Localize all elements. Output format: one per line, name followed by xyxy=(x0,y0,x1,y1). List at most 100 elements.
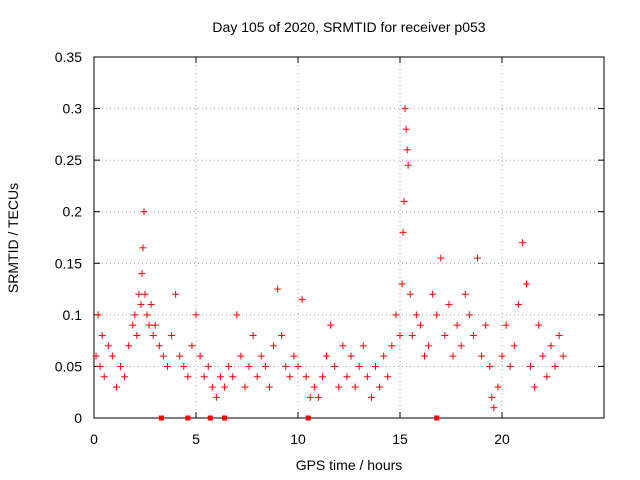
data-point xyxy=(208,383,216,391)
data-point xyxy=(441,331,449,339)
data-point xyxy=(172,290,180,298)
data-point xyxy=(396,331,404,339)
data-point xyxy=(388,342,396,350)
x-tick-label: 15 xyxy=(392,431,408,447)
zero-value-marker xyxy=(222,415,228,421)
data-point xyxy=(384,373,392,381)
data-point xyxy=(457,342,465,350)
data-point xyxy=(347,352,355,360)
data-point xyxy=(225,362,233,370)
data-point xyxy=(112,383,120,391)
data-point xyxy=(145,321,153,329)
y-tick-label: 0.3 xyxy=(63,101,83,117)
y-tick-label: 0.25 xyxy=(55,152,82,168)
data-point xyxy=(543,373,551,381)
data-point xyxy=(482,321,490,329)
data-point xyxy=(96,362,104,370)
data-point xyxy=(265,383,273,391)
data-point xyxy=(401,105,409,113)
data-point xyxy=(527,362,535,370)
data-point xyxy=(286,373,294,381)
data-point xyxy=(498,352,506,360)
data-point xyxy=(535,321,543,329)
data-point xyxy=(518,239,526,247)
data-point xyxy=(121,373,129,381)
data-point xyxy=(159,352,167,360)
data-point xyxy=(399,228,407,236)
data-point xyxy=(196,352,204,360)
axis-ticks xyxy=(93,56,604,419)
y-tick-label: 0.35 xyxy=(55,49,82,65)
y-tick-label: 0.1 xyxy=(63,307,83,323)
data-point xyxy=(372,362,380,370)
zero-value-marker xyxy=(305,415,311,421)
data-point xyxy=(400,197,408,205)
data-point xyxy=(478,352,486,360)
data-point xyxy=(449,352,457,360)
data-point xyxy=(416,321,424,329)
data-point xyxy=(282,362,290,370)
data-point xyxy=(314,393,322,401)
data-point xyxy=(261,362,269,370)
data-point xyxy=(403,146,411,154)
data-point xyxy=(270,342,278,350)
data-point xyxy=(245,362,253,370)
data-point xyxy=(229,373,237,381)
data-point xyxy=(151,321,159,329)
data-point xyxy=(469,331,477,339)
data-point xyxy=(488,393,496,401)
data-point xyxy=(108,352,116,360)
data-point xyxy=(531,383,539,391)
data-point xyxy=(163,362,171,370)
data-point xyxy=(376,383,384,391)
data-point xyxy=(404,161,412,169)
y-tick-label: 0.2 xyxy=(63,204,83,220)
data-point xyxy=(216,373,224,381)
data-point xyxy=(380,352,388,360)
data-point xyxy=(453,321,461,329)
data-point xyxy=(506,362,514,370)
data-point xyxy=(429,290,437,298)
data-point xyxy=(212,393,220,401)
data-point xyxy=(490,404,498,412)
plot-frame xyxy=(93,56,605,419)
data-point xyxy=(125,342,133,350)
data-point xyxy=(249,331,257,339)
x-tick-label: 20 xyxy=(494,431,510,447)
data-point xyxy=(257,352,265,360)
data-point xyxy=(129,321,137,329)
data-point xyxy=(398,280,406,288)
data-point xyxy=(306,393,314,401)
data-point xyxy=(200,373,208,381)
data-point xyxy=(437,254,445,262)
data-point xyxy=(143,311,151,319)
x-tick-label: 10 xyxy=(290,431,306,447)
data-point xyxy=(98,331,106,339)
y-tick-label: 0.15 xyxy=(55,255,82,271)
data-point xyxy=(392,311,400,319)
data-point xyxy=(502,321,510,329)
data-point xyxy=(180,362,188,370)
data-point xyxy=(94,311,102,319)
data-point xyxy=(204,362,212,370)
data-point xyxy=(133,331,141,339)
data-point xyxy=(363,373,371,381)
data-point xyxy=(117,362,125,370)
x-tick-labels: 0 5 10 15 20 xyxy=(90,431,510,447)
data-point xyxy=(100,373,108,381)
data-point xyxy=(412,311,420,319)
data-point xyxy=(408,331,416,339)
data-point xyxy=(510,342,518,350)
data-point xyxy=(139,244,147,252)
data-point xyxy=(433,311,441,319)
data-point xyxy=(138,270,146,278)
y-axis-title: SRMTID / TECUs xyxy=(5,183,21,293)
data-point xyxy=(294,362,302,370)
data-point xyxy=(323,352,331,360)
x-axis-title: GPS time / hours xyxy=(296,457,403,473)
data-point xyxy=(141,290,149,298)
data-point xyxy=(355,362,363,370)
data-point xyxy=(420,352,428,360)
data-point xyxy=(310,383,318,391)
